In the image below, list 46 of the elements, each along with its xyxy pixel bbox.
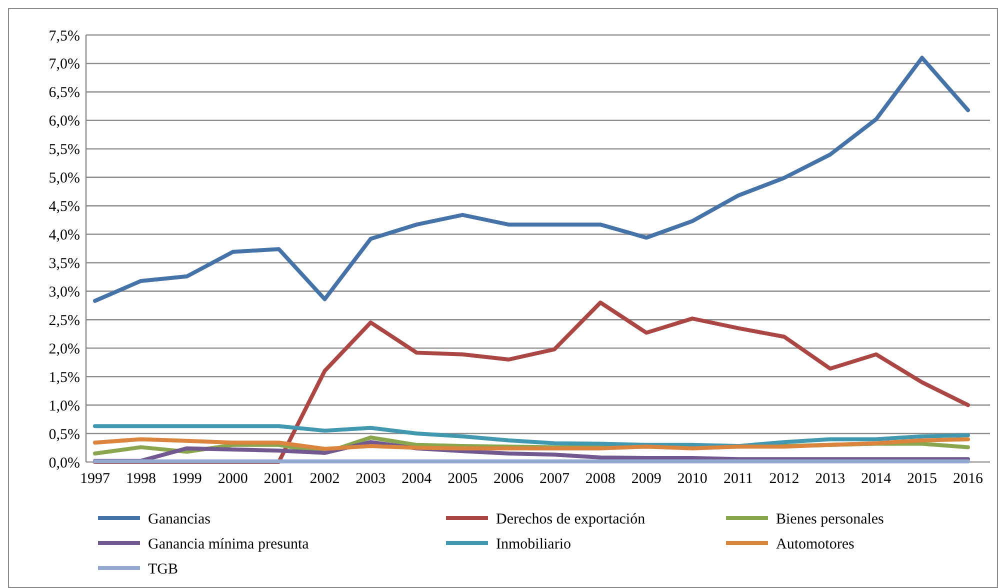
x-tick-label: 1997 [80,471,110,487]
line-series [93,424,970,448]
legend-label: TGB [148,561,178,578]
x-tick-label: 2016 [953,471,984,487]
y-tick-label: 4,0% [48,228,80,244]
x-tick-label: 2000 [218,471,248,487]
y-tick-label: 6,5% [48,85,80,102]
x-tick-label: 2005 [448,471,478,487]
line-series [93,437,970,451]
y-tick-label: 1,0% [48,398,80,414]
line-series [93,56,970,303]
x-tick-label: 2012 [769,471,800,487]
legend-label: Automotores [776,536,854,552]
y-tick-label: 6,0% [48,114,80,130]
legend-label: Ganancias [148,511,211,528]
y-tick-label: 2,5% [48,312,80,329]
x-tick-label: 2006 [494,471,524,487]
x-tick-label: 1998 [126,471,156,487]
y-tick-label: 4,5% [48,199,80,216]
y-tick-label: 2,0% [48,341,80,358]
legend-label: Ganancia mínima presunta [148,536,310,552]
legend-label: Bienes personales [776,511,884,528]
y-tick-label: 5,0% [48,170,80,187]
x-tick-label: 2014 [861,471,892,487]
x-tick-label: 2010 [677,471,708,487]
x-tick-label: 2001 [264,471,294,487]
x-tick-label: 2015 [907,471,938,487]
y-tick-label: 3,0% [48,284,80,300]
x-tick-label: 2007 [539,471,570,487]
legend-label: Inmobiliario [496,536,571,552]
x-tick-label: 2002 [310,471,340,487]
x-tick-label: 2003 [356,471,386,487]
x-tick-label: 2013 [815,471,846,487]
x-tick-label: 2009 [631,471,662,487]
x-tick-label: 2004 [402,471,432,487]
y-tick-label: 3,5% [48,256,80,272]
y-tick-label: 0,5% [48,426,80,443]
legend-label: Derechos de exportación [496,511,646,528]
x-tick-label: 2011 [724,471,753,487]
y-tick-label: 0,0% [48,455,80,472]
y-tick-label: 7,5% [48,28,80,44]
y-tick-label: 1,5% [48,370,80,386]
x-tick-label: 2008 [585,471,616,487]
y-tick-label: 5,5% [48,142,80,158]
x-tick-label: 1999 [172,471,202,487]
y-tick-label: 7,0% [48,56,80,73]
